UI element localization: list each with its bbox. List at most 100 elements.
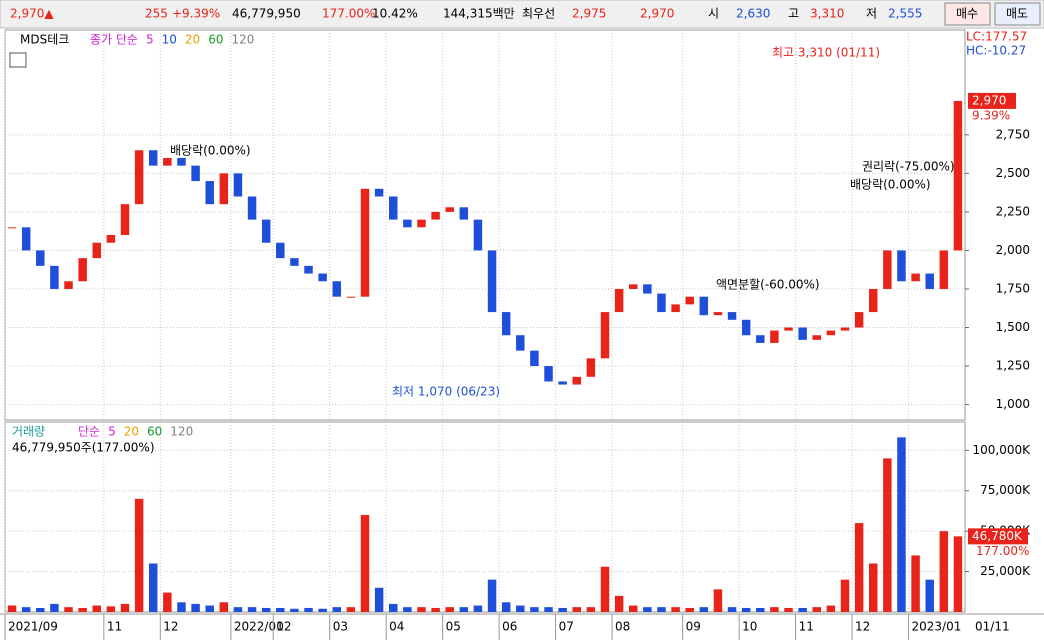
x-tick-label: 12 bbox=[855, 620, 870, 634]
candle bbox=[699, 296, 709, 316]
x-tick-label: 04 bbox=[389, 620, 404, 634]
x-tick-label: 08 bbox=[615, 620, 630, 634]
trade-button[interactable] bbox=[944, 2, 991, 26]
candle bbox=[106, 235, 116, 243]
candle bbox=[798, 327, 807, 340]
volume-bar bbox=[7, 605, 17, 612]
x-tick-label: 12 bbox=[163, 620, 178, 634]
candle bbox=[374, 188, 384, 197]
y-tick-label: 100,000K bbox=[973, 443, 1032, 457]
volume-bar bbox=[64, 607, 73, 612]
volume-bar bbox=[713, 589, 723, 612]
candle bbox=[501, 312, 511, 336]
volume-bar bbox=[318, 608, 327, 612]
trade-button[interactable] bbox=[994, 2, 1041, 26]
candle bbox=[869, 288, 878, 313]
candle bbox=[713, 312, 723, 316]
y-tick-label: 1,000 bbox=[996, 397, 1030, 411]
candle bbox=[431, 211, 440, 220]
header-field: 저 bbox=[866, 7, 877, 21]
candle bbox=[318, 273, 327, 282]
x-tick-label: 07 bbox=[559, 620, 574, 634]
volume-bar bbox=[431, 607, 440, 612]
candle bbox=[290, 258, 299, 266]
header-field: 177.00% bbox=[322, 7, 375, 21]
panel-title: 거래량 bbox=[12, 425, 45, 439]
x-tick-label: 11 bbox=[107, 620, 122, 634]
volume-bar bbox=[106, 606, 116, 612]
price-panel bbox=[4, 29, 966, 421]
candle bbox=[812, 335, 821, 340]
volume-bar bbox=[614, 595, 624, 612]
volume-bar bbox=[120, 603, 130, 612]
hc-label: HC:-10.27 bbox=[966, 44, 1026, 58]
annotation: 배당락(0.00%) bbox=[850, 178, 931, 192]
volume-bar bbox=[78, 607, 87, 612]
volume-bar bbox=[205, 605, 214, 612]
header-field: 46,779,950 bbox=[232, 7, 301, 21]
candle bbox=[487, 250, 497, 313]
x-tick-label: 03 bbox=[333, 620, 348, 634]
candle bbox=[629, 284, 638, 289]
volume-bar bbox=[600, 566, 610, 612]
header-field: 최우선 bbox=[522, 7, 555, 21]
candle bbox=[149, 150, 158, 166]
candle bbox=[657, 293, 666, 313]
candle bbox=[50, 265, 59, 289]
annotation: 권리락(-75.00%) bbox=[862, 160, 955, 174]
header-field: 144,315백만 bbox=[443, 7, 515, 21]
legend-entry: 종가 단순 bbox=[90, 33, 138, 47]
candle bbox=[473, 219, 483, 251]
header-field: 시 bbox=[708, 7, 719, 21]
volume-bar bbox=[374, 587, 384, 612]
candle bbox=[544, 366, 553, 382]
header-field: 2,970▲ bbox=[10, 7, 54, 21]
volume-bar bbox=[346, 607, 356, 612]
volume-bar bbox=[304, 607, 313, 612]
candle bbox=[360, 188, 370, 297]
header-field: 255 bbox=[145, 7, 168, 21]
candle bbox=[883, 250, 892, 289]
header-bar bbox=[0, 0, 1044, 29]
legend-entry: 5 bbox=[146, 33, 154, 47]
volume-bar bbox=[530, 607, 539, 612]
candle bbox=[516, 335, 525, 351]
legend-entry: 20 bbox=[185, 33, 200, 47]
volume-bar bbox=[445, 607, 454, 612]
candle bbox=[403, 219, 412, 228]
legend-entry: 120 bbox=[170, 425, 193, 439]
candle bbox=[459, 207, 469, 220]
legend-entry: 120 bbox=[231, 33, 254, 47]
volume-bar bbox=[134, 498, 144, 612]
volume-bar bbox=[417, 607, 426, 612]
candle bbox=[840, 327, 850, 331]
trade-button-label[interactable]: 매도 bbox=[1006, 7, 1028, 21]
candle bbox=[925, 273, 934, 289]
candle bbox=[756, 335, 765, 343]
volume-bar bbox=[798, 607, 807, 612]
last-price-box bbox=[968, 92, 1016, 109]
volume-bar bbox=[812, 607, 821, 612]
candle bbox=[953, 100, 963, 251]
header-field: 2,555 bbox=[888, 7, 922, 21]
trade-button-label[interactable]: 매수 bbox=[956, 7, 978, 21]
volume-bar bbox=[177, 602, 186, 612]
volume-bar bbox=[826, 605, 836, 612]
volume-bar bbox=[756, 607, 765, 612]
volume-bar bbox=[92, 605, 101, 612]
candle bbox=[389, 196, 398, 220]
candle bbox=[346, 296, 356, 298]
annotation: 액면분할(-60.00%) bbox=[716, 278, 820, 292]
volume-bar bbox=[925, 579, 934, 612]
candle bbox=[332, 281, 341, 297]
x-tick-label: 06 bbox=[502, 620, 517, 634]
volume-bar bbox=[558, 607, 567, 612]
volume-bar bbox=[869, 563, 878, 612]
x-tick-label: 05 bbox=[446, 620, 461, 634]
grid-icon bbox=[9, 52, 27, 68]
y-tick-label: 2,750 bbox=[996, 127, 1030, 141]
volume-bar bbox=[276, 607, 285, 612]
volume-bar bbox=[233, 607, 243, 612]
annotation: 최저 1,070 (06/23) bbox=[392, 385, 500, 399]
candle bbox=[134, 150, 144, 205]
